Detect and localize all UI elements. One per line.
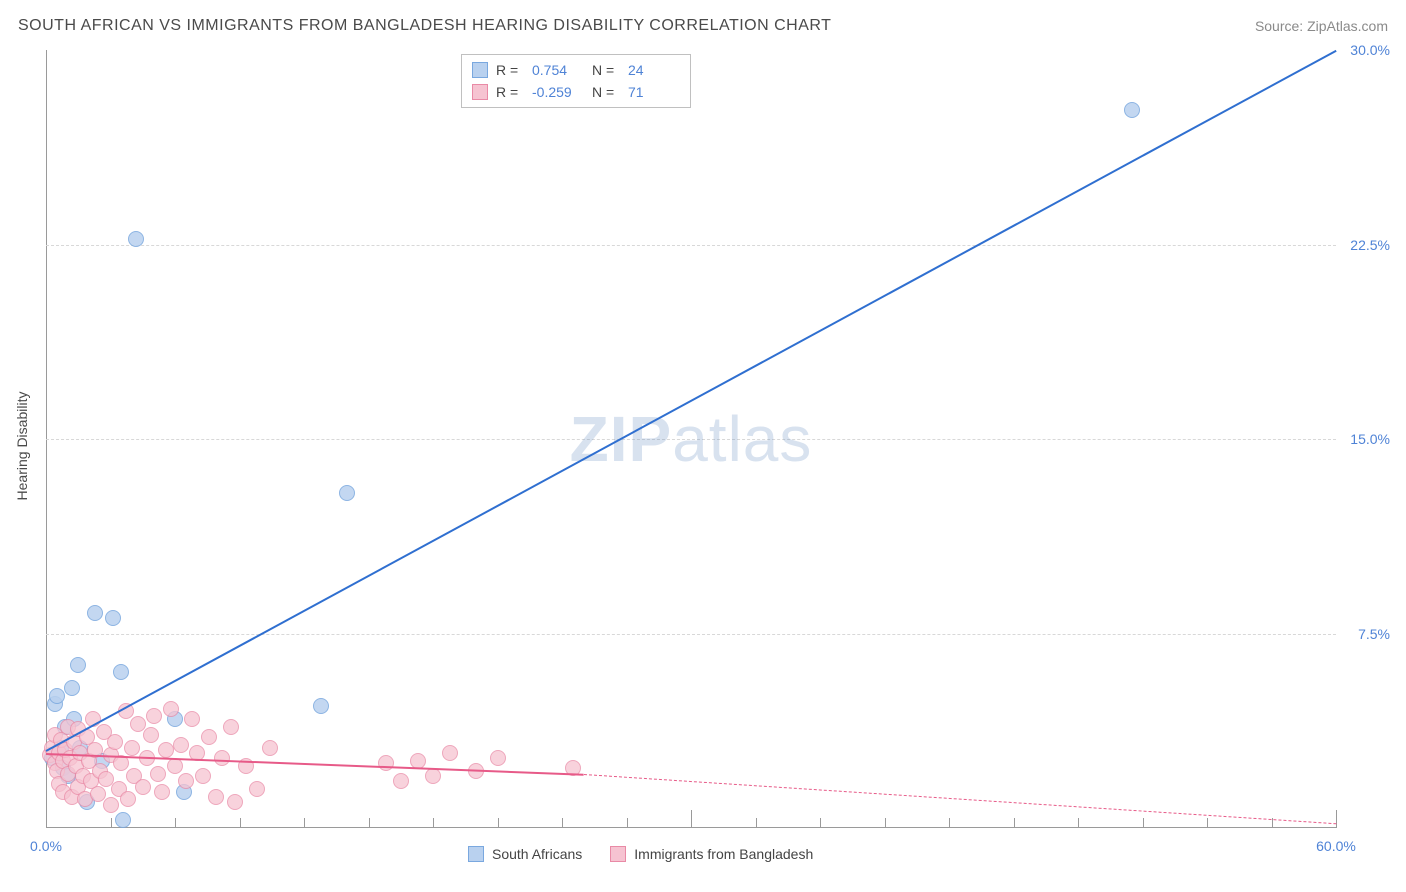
legend-item: South Africans	[468, 846, 582, 862]
data-point-immigrants_bangladesh	[163, 701, 179, 717]
x-tick-mark	[756, 818, 757, 828]
data-point-immigrants_bangladesh	[143, 727, 159, 743]
x-tick-mark	[691, 810, 692, 828]
x-tick-mark	[433, 818, 434, 828]
source-name: ZipAtlas.com	[1307, 18, 1388, 34]
data-point-immigrants_bangladesh	[223, 719, 239, 735]
y-tick-label: 22.5%	[1340, 237, 1390, 253]
x-tick-mark	[369, 818, 370, 828]
data-point-immigrants_bangladesh	[173, 737, 189, 753]
legend-N-label: N =	[592, 84, 620, 100]
chart-title: SOUTH AFRICAN VS IMMIGRANTS FROM BANGLAD…	[18, 17, 831, 35]
x-tick-mark	[175, 818, 176, 828]
data-point-immigrants_bangladesh	[208, 789, 224, 805]
legend-swatch	[472, 62, 488, 78]
data-point-immigrants_bangladesh	[158, 742, 174, 758]
legend-swatch	[472, 84, 488, 100]
x-tick-mark	[885, 818, 886, 828]
x-tick-mark	[304, 818, 305, 828]
legend-item: Immigrants from Bangladesh	[610, 846, 813, 862]
data-point-immigrants_bangladesh	[150, 766, 166, 782]
x-tick-mark	[111, 818, 112, 828]
data-point-immigrants_bangladesh	[262, 740, 278, 756]
x-tick-mark	[949, 818, 950, 828]
data-point-south_africans	[313, 698, 329, 714]
data-point-south_africans	[115, 812, 131, 828]
legend-label: South Africans	[492, 846, 582, 862]
legend-N-value: 71	[628, 84, 680, 100]
data-point-south_africans	[128, 231, 144, 247]
x-tick-mark	[627, 818, 628, 828]
gridline-h	[46, 245, 1336, 246]
data-point-south_africans	[113, 664, 129, 680]
legend-R-value: -0.259	[532, 84, 584, 100]
legend-stats: R = 0.754 N = 24 R = -0.259 N = 71	[461, 54, 691, 108]
data-point-immigrants_bangladesh	[178, 773, 194, 789]
legend-N-label: N =	[592, 62, 620, 78]
trend-line-dashed	[583, 774, 1336, 824]
x-tick-mark	[498, 818, 499, 828]
legend-stats-row: R = 0.754 N = 24	[472, 59, 680, 81]
data-point-immigrants_bangladesh	[378, 755, 394, 771]
x-tick-mark	[820, 818, 821, 828]
legend-R-label: R =	[496, 84, 524, 100]
gridline-h	[46, 439, 1336, 440]
legend-N-value: 24	[628, 62, 680, 78]
data-point-south_africans	[339, 485, 355, 501]
data-point-south_africans	[1124, 102, 1140, 118]
y-tick-label: 7.5%	[1340, 626, 1390, 642]
trend-line	[46, 50, 1337, 752]
legend-R-label: R =	[496, 62, 524, 78]
data-point-immigrants_bangladesh	[490, 750, 506, 766]
chart-header: SOUTH AFRICAN VS IMMIGRANTS FROM BANGLAD…	[18, 14, 1388, 38]
y-tick-label: 15.0%	[1340, 431, 1390, 447]
source-prefix: Source:	[1255, 18, 1307, 34]
data-point-south_africans	[64, 680, 80, 696]
legend-bottom: South Africans Immigrants from Bangladesh	[468, 846, 813, 862]
x-tick-mark	[562, 818, 563, 828]
x-tick-mark	[240, 818, 241, 828]
data-point-immigrants_bangladesh	[184, 711, 200, 727]
x-tick-mark	[1207, 818, 1208, 828]
data-point-immigrants_bangladesh	[107, 734, 123, 750]
legend-label: Immigrants from Bangladesh	[634, 846, 813, 862]
data-point-immigrants_bangladesh	[124, 740, 140, 756]
gridline-h	[46, 634, 1336, 635]
data-point-immigrants_bangladesh	[135, 779, 151, 795]
data-point-immigrants_bangladesh	[425, 768, 441, 784]
x-tick-label: 0.0%	[30, 838, 62, 854]
legend-swatch	[468, 846, 484, 862]
legend-swatch	[610, 846, 626, 862]
data-point-south_africans	[49, 688, 65, 704]
x-tick-mark	[1014, 818, 1015, 828]
y-tick-label: 30.0%	[1340, 42, 1390, 58]
data-point-immigrants_bangladesh	[227, 794, 243, 810]
data-point-immigrants_bangladesh	[249, 781, 265, 797]
y-axis-label: Hearing Disability	[14, 392, 30, 501]
x-tick-mark	[1336, 810, 1337, 828]
data-point-immigrants_bangladesh	[195, 768, 211, 784]
x-tick-label: 60.0%	[1316, 838, 1356, 854]
data-point-south_africans	[70, 657, 86, 673]
data-point-south_africans	[87, 605, 103, 621]
data-point-immigrants_bangladesh	[214, 750, 230, 766]
legend-R-value: 0.754	[532, 62, 584, 78]
data-point-immigrants_bangladesh	[146, 708, 162, 724]
chart-plot-area: 30.0%22.5%15.0%7.5%0.0%60.0%ZIPatlas	[46, 50, 1336, 828]
data-point-south_africans	[105, 610, 121, 626]
chart-source: Source: ZipAtlas.com	[1255, 18, 1388, 34]
data-point-immigrants_bangladesh	[442, 745, 458, 761]
x-tick-mark	[1143, 818, 1144, 828]
x-tick-mark	[1078, 818, 1079, 828]
data-point-immigrants_bangladesh	[120, 791, 136, 807]
data-point-immigrants_bangladesh	[393, 773, 409, 789]
data-point-immigrants_bangladesh	[103, 797, 119, 813]
legend-stats-row: R = -0.259 N = 71	[472, 81, 680, 103]
data-point-immigrants_bangladesh	[201, 729, 217, 745]
data-point-immigrants_bangladesh	[154, 784, 170, 800]
